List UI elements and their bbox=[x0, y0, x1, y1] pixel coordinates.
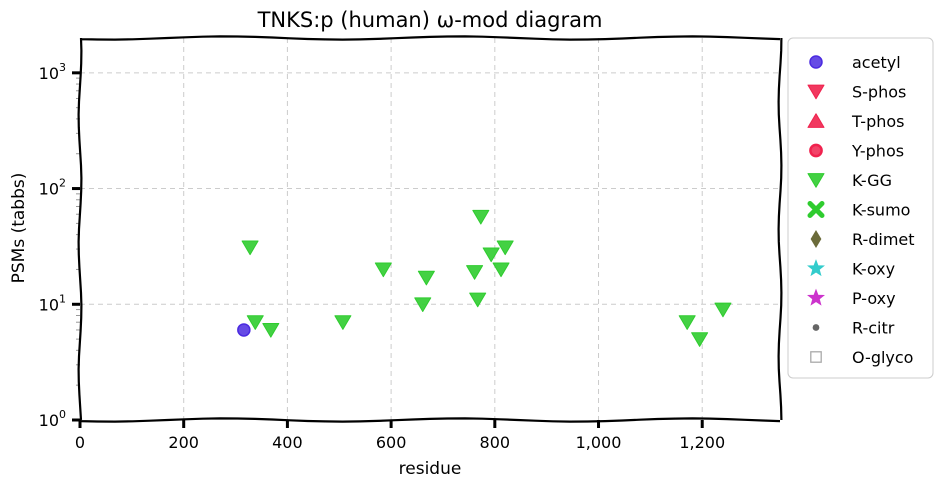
legend-marker bbox=[807, 259, 825, 277]
y-tick-exponent: 2 bbox=[59, 177, 66, 190]
data-point-k-gg bbox=[246, 315, 264, 330]
legend-label: acetyl bbox=[852, 53, 901, 72]
legend-item: R-citr bbox=[812, 319, 895, 338]
legend-item: T-phos bbox=[807, 112, 905, 131]
legend-label: R-dimet bbox=[852, 230, 915, 249]
legend: acetyl S-phos T-phos Y-phos K-GG K-sumo R-dime… bbox=[787, 37, 934, 379]
x-axis-label: residue bbox=[399, 459, 462, 479]
legend-label: K-GG bbox=[852, 171, 892, 190]
y-tick-base: 10 bbox=[39, 180, 59, 199]
y-tick-base: 10 bbox=[39, 295, 59, 314]
x-tick-label: 200 bbox=[168, 433, 199, 452]
y-tick-label: 103 bbox=[39, 61, 66, 83]
y-tick-base: 10 bbox=[39, 64, 59, 83]
y-tick-exponent: 3 bbox=[59, 61, 66, 74]
data-point-k-gg bbox=[496, 240, 514, 256]
legend-label: T-phos bbox=[851, 112, 905, 131]
x-tick-label: 800 bbox=[480, 433, 511, 452]
legend-marker bbox=[809, 55, 823, 69]
data-point-k-gg bbox=[414, 297, 432, 312]
data-point-acetyl bbox=[237, 323, 251, 337]
legend-item: R-dimet bbox=[810, 230, 915, 249]
legend-label: O-glyco bbox=[852, 348, 913, 367]
legend-label: Y-phos bbox=[851, 142, 904, 161]
data-point-k-gg bbox=[482, 247, 500, 263]
legend-item: S-phos bbox=[807, 83, 906, 102]
y-tick-base: 10 bbox=[39, 411, 59, 430]
data-point-k-gg bbox=[678, 315, 696, 330]
legend-item: acetyl bbox=[809, 53, 901, 72]
plot-frame bbox=[77, 35, 783, 423]
x-tick-label: 1,000 bbox=[576, 433, 622, 452]
legend-marker bbox=[807, 113, 825, 128]
legend-items: acetyl S-phos T-phos Y-phos K-GG K-sumo R-dime… bbox=[807, 53, 915, 367]
legend-box bbox=[787, 37, 934, 379]
legend-marker bbox=[807, 173, 825, 188]
data-point-k-gg bbox=[334, 315, 352, 330]
legend-label: K-oxy bbox=[852, 260, 895, 279]
x-tick-label: 600 bbox=[376, 433, 407, 452]
legend-item: K-GG bbox=[807, 171, 892, 190]
grid-layer bbox=[80, 38, 780, 420]
legend-marker bbox=[807, 288, 825, 306]
legend-marker bbox=[810, 230, 822, 248]
data-point-k-gg bbox=[417, 270, 435, 286]
data-point-k-gg bbox=[241, 240, 259, 256]
data-point-k-gg bbox=[469, 292, 487, 308]
legend-item: P-oxy bbox=[807, 288, 896, 308]
legend-marker bbox=[807, 201, 825, 218]
data-point-k-gg bbox=[492, 262, 510, 278]
legend-label: P-oxy bbox=[852, 289, 896, 308]
legend-item: K-oxy bbox=[807, 259, 895, 279]
legend-label: K-sumo bbox=[852, 201, 910, 220]
legend-item: K-sumo bbox=[807, 201, 910, 220]
points-layer bbox=[237, 209, 732, 347]
legend-item: Y-phos bbox=[809, 142, 904, 161]
legend-label: R-citr bbox=[852, 319, 895, 338]
data-point-k-gg bbox=[466, 265, 484, 280]
y-axis-label: PSMs (tabbs) bbox=[9, 173, 29, 284]
x-tick-label: 1,200 bbox=[679, 433, 725, 452]
chart-title: TNKS:p (human) ω-mod diagram bbox=[257, 8, 603, 32]
data-point-k-gg bbox=[691, 332, 709, 347]
y-tick-label: 101 bbox=[39, 292, 66, 314]
y-tick-label: 102 bbox=[39, 177, 66, 199]
data-point-k-gg bbox=[262, 323, 280, 338]
legend-marker bbox=[807, 84, 825, 100]
legend-marker bbox=[812, 324, 820, 331]
data-point-k-gg bbox=[714, 302, 732, 318]
legend-label: S-phos bbox=[852, 83, 906, 102]
legend-marker bbox=[809, 143, 823, 158]
legend-item: O-glyco bbox=[810, 348, 913, 367]
data-point-k-gg bbox=[374, 262, 392, 278]
x-tick-label: 400 bbox=[272, 433, 303, 452]
y-tick-label: 100 bbox=[39, 408, 66, 430]
data-point-k-gg bbox=[472, 209, 490, 225]
legend-marker bbox=[810, 351, 822, 363]
x-tick-label: 0 bbox=[75, 433, 85, 452]
y-tick-exponent: 1 bbox=[59, 292, 66, 305]
y-tick-exponent: 0 bbox=[59, 408, 66, 421]
